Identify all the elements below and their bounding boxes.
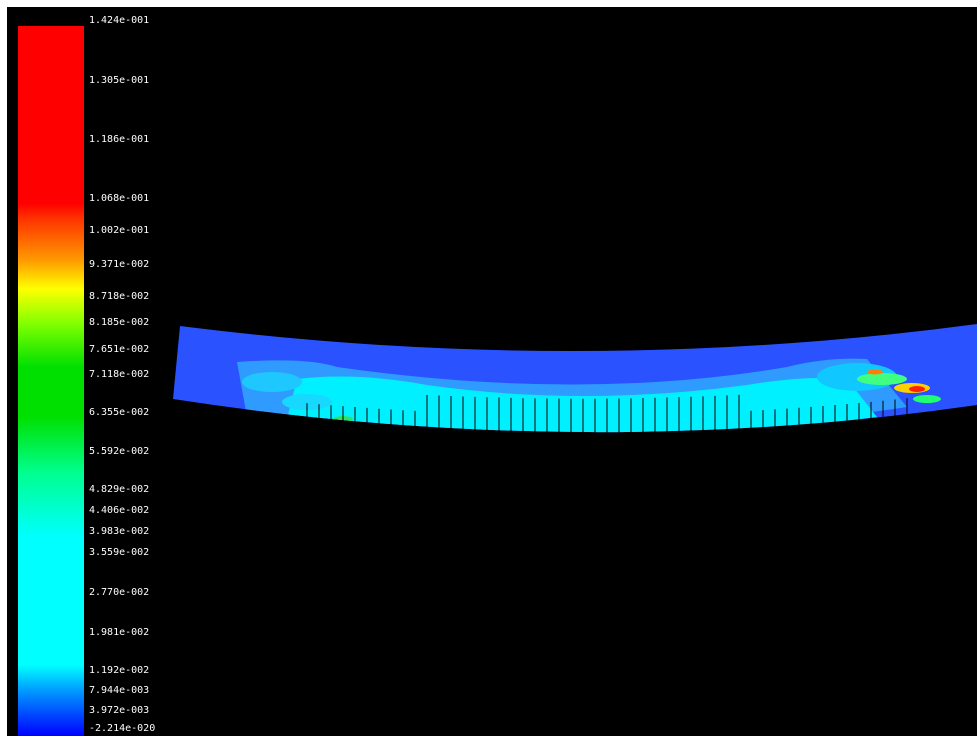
legend-tick-label: 1.068e-001 <box>89 193 150 204</box>
legend-tick-label: 5.592e-002 <box>89 446 150 457</box>
legend-colorbar <box>18 26 84 736</box>
legend-tick-label: 9.371e-002 <box>89 259 150 270</box>
legend-tick-label: 7.118e-002 <box>89 369 150 380</box>
legend-tick-label: 2.770e-002 <box>89 587 150 598</box>
left-support-pad <box>355 348 377 355</box>
contour-plot-viewport: 1.424e-001 1.305e-001 1.186e-001 1.068e-001… <box>7 7 977 736</box>
right-support-pad <box>790 347 812 354</box>
legend-tick-label: 1.002e-001 <box>89 225 150 236</box>
legend-tick-label: 3.559e-002 <box>89 547 150 558</box>
legend-tick-label: -2.214e-020 <box>89 723 156 734</box>
beam-body <box>173 324 977 433</box>
crack-pattern <box>306 394 908 433</box>
legend-tick-label: 7.651e-002 <box>89 344 150 355</box>
legend-tick-label: 8.185e-002 <box>89 317 150 328</box>
legend-tick-label: 3.972e-003 <box>89 705 150 716</box>
legend-tick-label: 1.192e-002 <box>89 665 150 676</box>
legend-tick-label: 7.944e-003 <box>89 685 150 696</box>
legend-tick-label: 1.305e-001 <box>89 75 150 86</box>
legend-tick-label: 3.983e-002 <box>89 526 150 537</box>
legend-tick-label: 4.406e-002 <box>89 505 150 516</box>
legend-tick-label: 1.424e-001 <box>89 15 150 26</box>
legend-tick-label: 6.355e-002 <box>89 407 150 418</box>
legend-tick-label: 4.829e-002 <box>89 484 150 495</box>
legend-tick-label: 1.186e-001 <box>89 134 150 145</box>
legend-tick-label: 8.718e-002 <box>89 291 150 302</box>
legend-tick-label: 1.981e-002 <box>89 627 150 638</box>
deformed-beam-contour <box>173 324 977 433</box>
